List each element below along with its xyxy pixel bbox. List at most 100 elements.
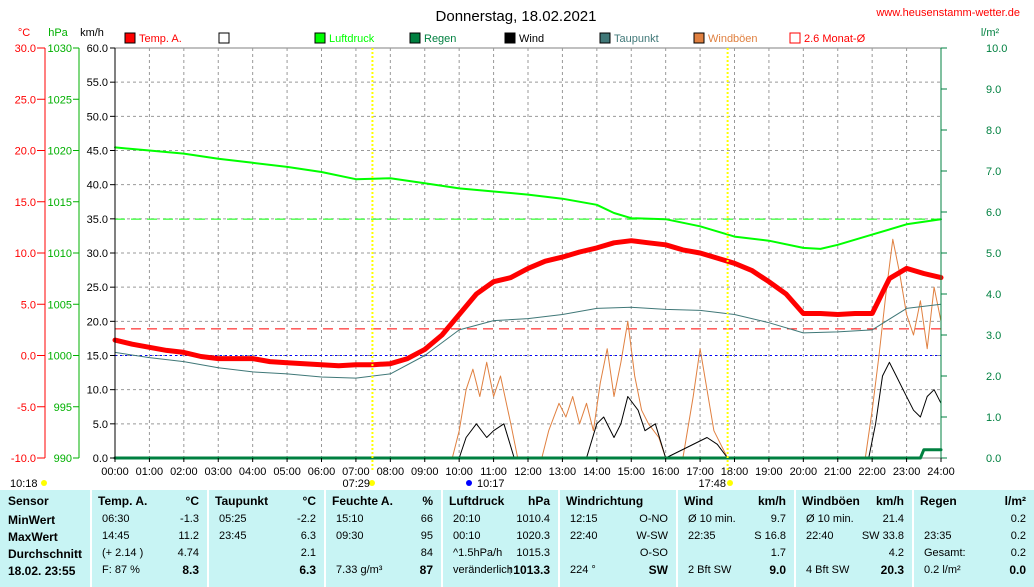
- humidity-row-value: 95: [420, 530, 433, 542]
- legend-swatch: [789, 32, 801, 44]
- temp-axis-tick-label: 15.0: [15, 197, 36, 209]
- x-tick-label: 03:00: [204, 466, 232, 478]
- temp-unit: °C: [185, 494, 199, 508]
- gusts-row-value: 21.4: [882, 513, 904, 525]
- rain-axis-tick-label: 8.0: [986, 125, 1001, 137]
- max-label: MaxWert: [8, 530, 58, 544]
- gusts-current-value: 20.3: [880, 563, 904, 577]
- x-tick-label: 18:00: [721, 466, 749, 478]
- temp-header: Temp. A.: [98, 494, 148, 508]
- wind-axis-tick-label: 0.0: [93, 453, 108, 465]
- pressure-unit: hPa: [527, 494, 550, 508]
- x-tick-label: 01:00: [136, 466, 164, 478]
- wind-axis-tick-label: 50.0: [87, 111, 108, 123]
- gusts-current-label: 4 Bft SW: [806, 564, 850, 576]
- humidity-row-label: 15:10: [336, 513, 364, 525]
- rain-axis-label: l/m²: [981, 27, 1000, 39]
- pressure-current-label: veränderlich: [453, 564, 513, 576]
- stats-gusts-column: Windböen km/h Ø 10 min. 21.4 22:40 SW 33.8 4.2…: [794, 490, 912, 587]
- rain-axis-tick-label: 5.0: [986, 248, 1001, 260]
- humidity-row-value: 84: [420, 547, 433, 559]
- humidity-row-label: 09:30: [336, 530, 364, 542]
- wind-line: [458, 361, 942, 459]
- pressure-row-label: 20:10: [453, 513, 481, 525]
- gusts-row-label: 22:40: [806, 530, 834, 542]
- x-tick-label: 13:00: [549, 466, 577, 478]
- temp-axis-label: °C: [18, 27, 30, 39]
- pressure-current-value: ↑1013.3: [507, 563, 550, 577]
- legend-label: Taupunkt: [614, 33, 659, 45]
- rain-row-value: 0.2: [1010, 547, 1026, 559]
- wind-row-label: Ø 10 min.: [688, 513, 736, 525]
- stats-winddirection-column: Windrichtung 12:15 O-NO 22:40 W-SW O-SO 224 ° S…: [558, 490, 676, 587]
- pressure-row-label: ^1.5hPa/h: [453, 547, 503, 559]
- x-tick-label: 21:00: [824, 466, 852, 478]
- gusts-row-value: 4.2: [888, 547, 904, 559]
- rain-axis-tick-label: 6.0: [986, 207, 1001, 219]
- x-tick-label: 14:00: [583, 466, 611, 478]
- wind-axis-tick-label: 25.0: [87, 282, 108, 294]
- humidity-unit: %: [422, 494, 433, 508]
- wind-axis-tick-label: 10.0: [87, 385, 108, 397]
- time-markers: 10:18 07:29 10:17 17:48: [10, 48, 733, 490]
- dew-row-label: 05:25: [219, 513, 247, 525]
- humidity-current-value: 87: [419, 563, 433, 577]
- x-tick-label: 16:00: [652, 466, 680, 478]
- legend-swatch: [409, 32, 421, 44]
- rain-current-value: 0.0: [1009, 563, 1026, 577]
- pressure-axis-tick-label: 1030: [48, 43, 72, 55]
- legend-label: Luftdruck: [329, 33, 375, 45]
- legend-swatch: [693, 32, 705, 44]
- stats-temp-column: Temp. A. °C 06:30 -1.3 14:45 11.2 (+ 2.14 ) 4.7…: [90, 490, 207, 587]
- pressure-row-value: 1010.4: [516, 513, 550, 525]
- dewpoint-line: [114, 303, 942, 379]
- wind-header: Wind: [684, 494, 714, 508]
- x-tick-label: 19:00: [755, 466, 783, 478]
- gusts-row-value: SW 33.8: [861, 530, 904, 542]
- pressure-header: Luftdruck: [449, 494, 505, 508]
- dew-row-value: 6.3: [300, 530, 316, 542]
- gusts-row-label: Ø 10 min.: [806, 513, 854, 525]
- temp-axis-tick-label: 5.0: [21, 299, 36, 311]
- x-tick-label: 24:00: [927, 466, 955, 478]
- winddir-row-label: 12:15: [570, 513, 598, 525]
- pressure-axis-tick-label: 995: [54, 402, 72, 414]
- x-tick-label: 12:00: [514, 466, 542, 478]
- legend-swatch: [504, 32, 516, 44]
- wind-row-value: S 16.8: [754, 530, 786, 542]
- site-url[interactable]: www.heusenstamm-wetter.de: [875, 7, 1020, 19]
- temp-axis-tick-label: 0.0: [21, 351, 36, 363]
- legend-label: Wind: [519, 33, 544, 45]
- rain-unit: l/m²: [1004, 494, 1026, 508]
- temp-axis-tick-label: 25.0: [15, 94, 36, 106]
- wind-row-label: 22:35: [688, 530, 716, 542]
- pressure-axis-tick-label: 1005: [48, 299, 72, 311]
- pressure-line: [114, 146, 942, 250]
- pressure-axis-tick-label: 1025: [48, 94, 72, 106]
- pressure-row-label: 00:10: [453, 530, 481, 542]
- marker-dot: [466, 480, 472, 486]
- temp-current-value: 8.3: [182, 563, 199, 577]
- stats-panel: Sensor MinWert MaxWert Durchschnitt 18.0…: [0, 490, 1034, 587]
- x-tick-label: 10:00: [445, 466, 473, 478]
- chart-legend: Temp. A. Luftdruck Regen Wind Taupunkt Windbö…: [124, 32, 866, 45]
- pressure-axis-tick-label: 1010: [48, 248, 72, 260]
- chart-axes: 30.0 25.0 20.0 15.0 10.0 5.0 0.0 -5.0 -10.0 1030 1…: [11, 43, 1008, 478]
- pressure-axis-tick-label: 1020: [48, 146, 72, 158]
- winddir-current-value: SW: [648, 563, 668, 577]
- humidity-row-value: 66: [420, 513, 433, 525]
- temp-axis-tick-label: -5.0: [17, 402, 36, 414]
- winddir-row-value: O-SO: [639, 547, 668, 559]
- wind-axis-tick-label: 40.0: [87, 180, 108, 192]
- gusts-line: [451, 238, 942, 459]
- rain-axis-tick-label: 2.0: [986, 371, 1001, 383]
- rain-row-label: 23:35: [924, 530, 952, 542]
- temp-row-label: (+ 2.14 ): [102, 547, 144, 559]
- marker-label: 10:17: [477, 478, 505, 490]
- temp-axis-tick-label: -10.0: [11, 453, 36, 465]
- winddir-header: Windrichtung: [566, 494, 644, 508]
- chart-title: Donnerstag, 18.02.2021: [436, 8, 597, 25]
- sensor-header: Sensor: [8, 494, 49, 508]
- x-tick-label: 06:00: [308, 466, 336, 478]
- marker-dot: [41, 480, 47, 486]
